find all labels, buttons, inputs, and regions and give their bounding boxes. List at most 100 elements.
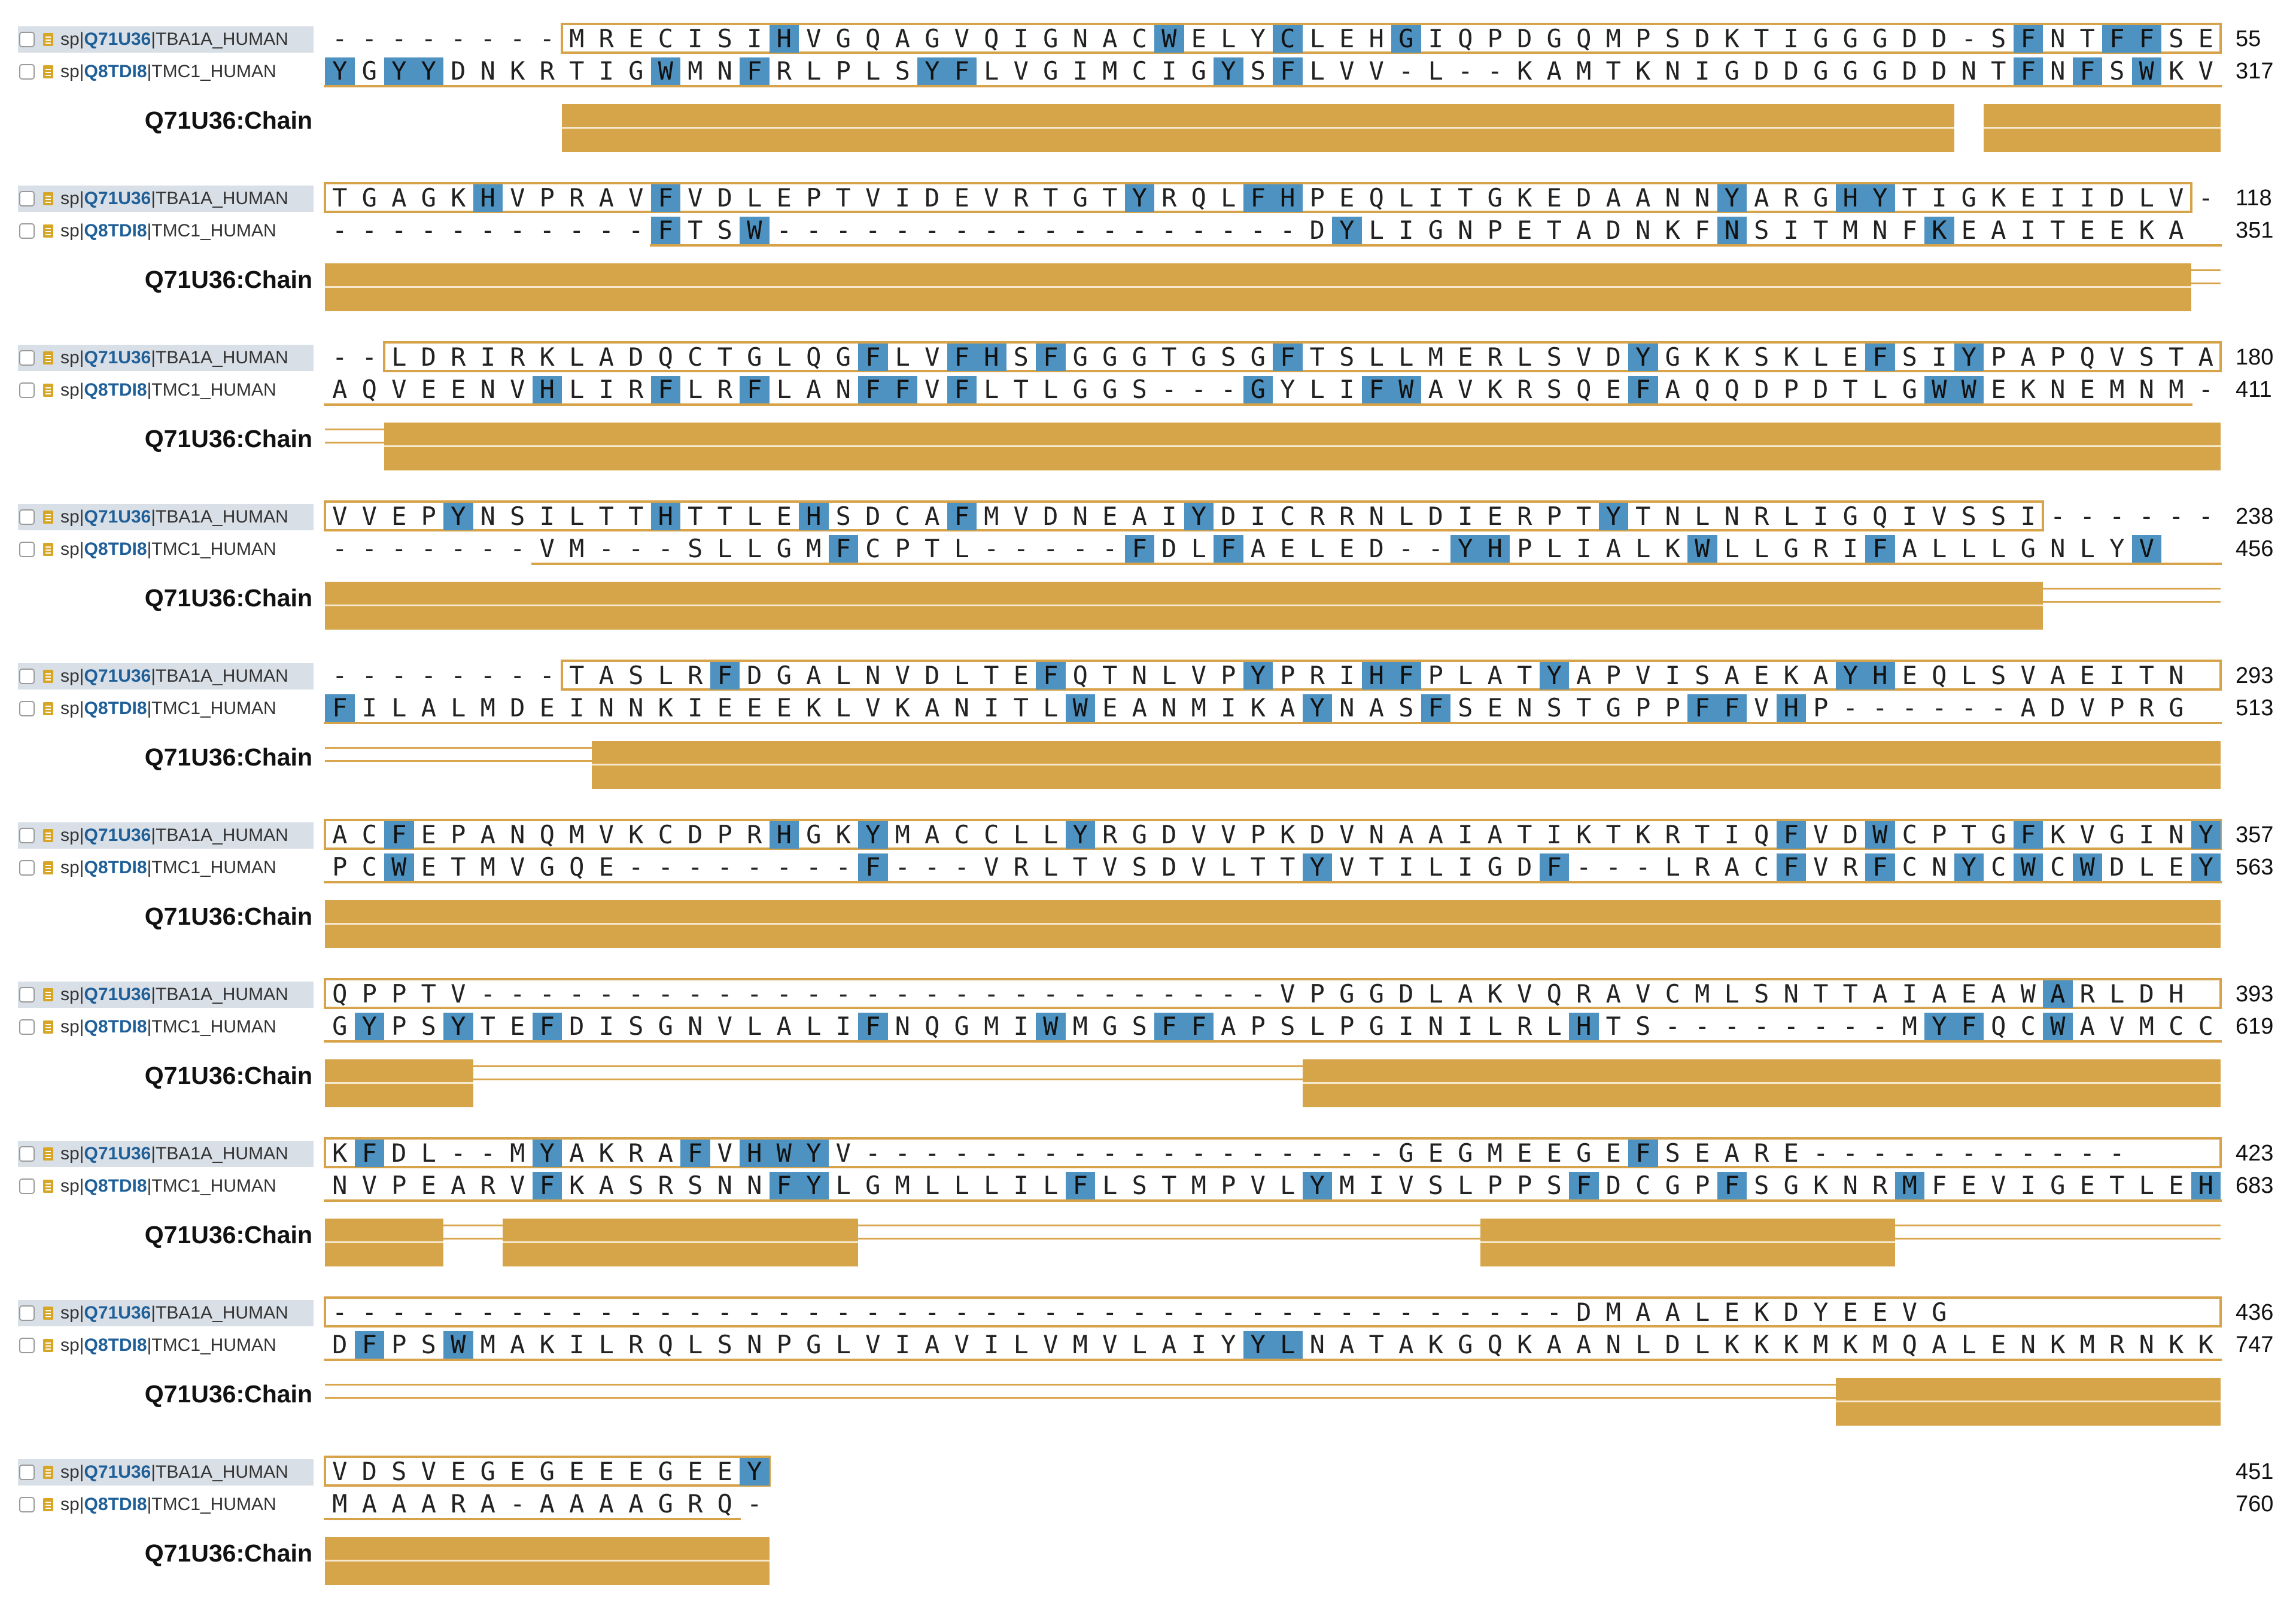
sequence-label-seq1[interactable]: sp| Q71U36 |TBA1A_HUMAN (18, 1141, 314, 1167)
residue: R (510, 342, 525, 372)
residue: - (1991, 693, 2006, 722)
residue: K (2139, 215, 2154, 245)
label-accession[interactable]: Q71U36 (84, 1144, 151, 1164)
residue: E (569, 1457, 585, 1486)
row-checkbox[interactable] (19, 223, 35, 239)
row-checkbox[interactable] (19, 1146, 35, 1162)
residue: I (1813, 502, 1829, 531)
residue: A (1932, 979, 1947, 1008)
row-checkbox[interactable] (19, 701, 35, 716)
row-checkbox[interactable] (19, 1178, 35, 1194)
residue: T (1813, 215, 1829, 245)
row-checkbox[interactable] (19, 1019, 35, 1035)
label-accession[interactable]: Q71U36 (84, 348, 151, 367)
label-accession[interactable]: Q71U36 (84, 825, 151, 845)
row-checkbox[interactable] (19, 382, 35, 398)
residue: L (1724, 979, 1740, 1008)
row-checkbox[interactable] (19, 1305, 35, 1321)
residue: N (747, 1330, 762, 1359)
residue: C (895, 502, 910, 531)
label-accession[interactable]: Q8TDI8 (84, 1176, 147, 1196)
row-checkbox[interactable] (19, 828, 35, 843)
label-db: sp| (60, 858, 84, 877)
label-accession[interactable]: Q8TDI8 (84, 539, 147, 559)
label-accession[interactable]: Q71U36 (84, 1462, 151, 1482)
label-accession[interactable]: Q71U36 (84, 507, 151, 527)
sequence-label-seq1[interactable]: sp| Q71U36 |TBA1A_HUMAN (18, 504, 314, 530)
label-accession[interactable]: Q8TDI8 (84, 62, 147, 81)
sequence-label-seq1[interactable]: sp| Q71U36 |TBA1A_HUMAN (18, 345, 314, 371)
label-accession[interactable]: Q71U36 (84, 189, 151, 208)
row-checkbox[interactable] (19, 542, 35, 557)
label-accession[interactable]: Q71U36 (84, 29, 151, 49)
residue: N (1842, 1171, 1858, 1200)
sequence-label-seq1[interactable]: sp| Q71U36 |TBA1A_HUMAN (18, 982, 314, 1008)
sequence-label-seq1[interactable]: sp| Q71U36 |TBA1A_HUMAN (18, 1459, 314, 1486)
sequence-label-seq2[interactable]: sp| Q8TDI8 |TMC1_HUMAN (18, 59, 314, 85)
label-accession[interactable]: Q8TDI8 (84, 380, 147, 400)
label-accession[interactable]: Q8TDI8 (84, 1494, 147, 1514)
row-checkbox[interactable] (19, 987, 35, 1003)
residue: - (1280, 215, 1296, 245)
residue: Y (1835, 662, 1865, 689)
residue: C (2050, 852, 2066, 882)
residue: L (2079, 534, 2095, 563)
residue: G (480, 1457, 495, 1486)
residue: - (1191, 375, 1206, 404)
residue: S (688, 534, 703, 563)
residue: - (510, 534, 525, 563)
sequence-label-seq1[interactable]: sp| Q71U36 |TBA1A_HUMAN (18, 26, 314, 53)
sequence-label-seq2[interactable]: sp| Q8TDI8 |TMC1_HUMAN (18, 855, 314, 881)
residue: M (480, 852, 495, 882)
residue: E (510, 1011, 525, 1041)
residue: - (391, 1298, 407, 1327)
residue: - (1043, 979, 1059, 1008)
sequence-label-seq1[interactable]: sp| Q71U36 |TBA1A_HUMAN (18, 186, 314, 212)
residue: - (1013, 534, 1029, 563)
label-accession[interactable]: Q8TDI8 (84, 698, 147, 718)
sequence-label-seq2[interactable]: sp| Q8TDI8 |TMC1_HUMAN (18, 1173, 314, 1199)
sequence-label-seq2[interactable]: sp| Q8TDI8 |TMC1_HUMAN (18, 695, 314, 722)
sequence-label-seq2[interactable]: sp| Q8TDI8 |TMC1_HUMAN (18, 536, 314, 563)
row-checkbox[interactable] (19, 32, 35, 47)
residue: V (954, 24, 969, 53)
row-checkbox[interactable] (19, 350, 35, 366)
sequence-label-seq2[interactable]: sp| Q8TDI8 |TMC1_HUMAN (18, 1491, 314, 1518)
label-accession[interactable]: Q8TDI8 (84, 1335, 147, 1355)
residue: M (1102, 56, 1118, 86)
sequence-label-seq1[interactable]: sp| Q71U36 |TBA1A_HUMAN (18, 663, 314, 689)
row-checkbox[interactable] (19, 509, 35, 525)
residue: N (954, 693, 969, 722)
residue: L (1546, 1011, 1562, 1041)
row-checkbox[interactable] (19, 669, 35, 684)
residue: T (1754, 24, 1769, 53)
sequence-label-seq2[interactable]: sp| Q8TDI8 |TMC1_HUMAN (18, 377, 314, 403)
residue: - (658, 979, 673, 1008)
row-checkbox[interactable] (19, 64, 35, 80)
end-position: 513 (2236, 695, 2274, 721)
residue: N (717, 1171, 732, 1200)
sequence-label-seq1[interactable]: sp| Q71U36 |TBA1A_HUMAN (18, 822, 314, 849)
label-accession[interactable]: Q8TDI8 (84, 858, 147, 877)
residue: I (2139, 820, 2154, 849)
row-checkbox[interactable] (19, 1338, 35, 1353)
label-accession[interactable]: Q8TDI8 (84, 221, 147, 241)
row-checkbox[interactable] (19, 1465, 35, 1480)
sequence-label-seq1[interactable]: sp| Q71U36 |TBA1A_HUMAN (18, 1300, 314, 1326)
row-checkbox[interactable] (19, 1497, 35, 1512)
label-accession[interactable]: Q71U36 (84, 1303, 151, 1323)
label-accession[interactable]: Q8TDI8 (84, 1017, 147, 1037)
row-checkbox[interactable] (19, 860, 35, 876)
residue: - (1102, 979, 1118, 1008)
label-name: |TBA1A_HUMAN (151, 29, 288, 49)
label-accession[interactable]: Q71U36 (84, 666, 151, 686)
sequence-label-seq2[interactable]: sp| Q8TDI8 |TMC1_HUMAN (18, 1014, 314, 1040)
row-checkbox[interactable] (19, 191, 35, 206)
sequence-label-seq2[interactable]: sp| Q8TDI8 |TMC1_HUMAN (18, 218, 314, 244)
label-db: sp| (60, 698, 84, 718)
residue: A (1902, 534, 1917, 563)
sequence-label-seq2[interactable]: sp| Q8TDI8 |TMC1_HUMAN (18, 1332, 314, 1359)
label-accession[interactable]: Q71U36 (84, 985, 151, 1004)
residue: W (2013, 853, 2043, 881)
residue: G (1783, 1171, 1799, 1200)
